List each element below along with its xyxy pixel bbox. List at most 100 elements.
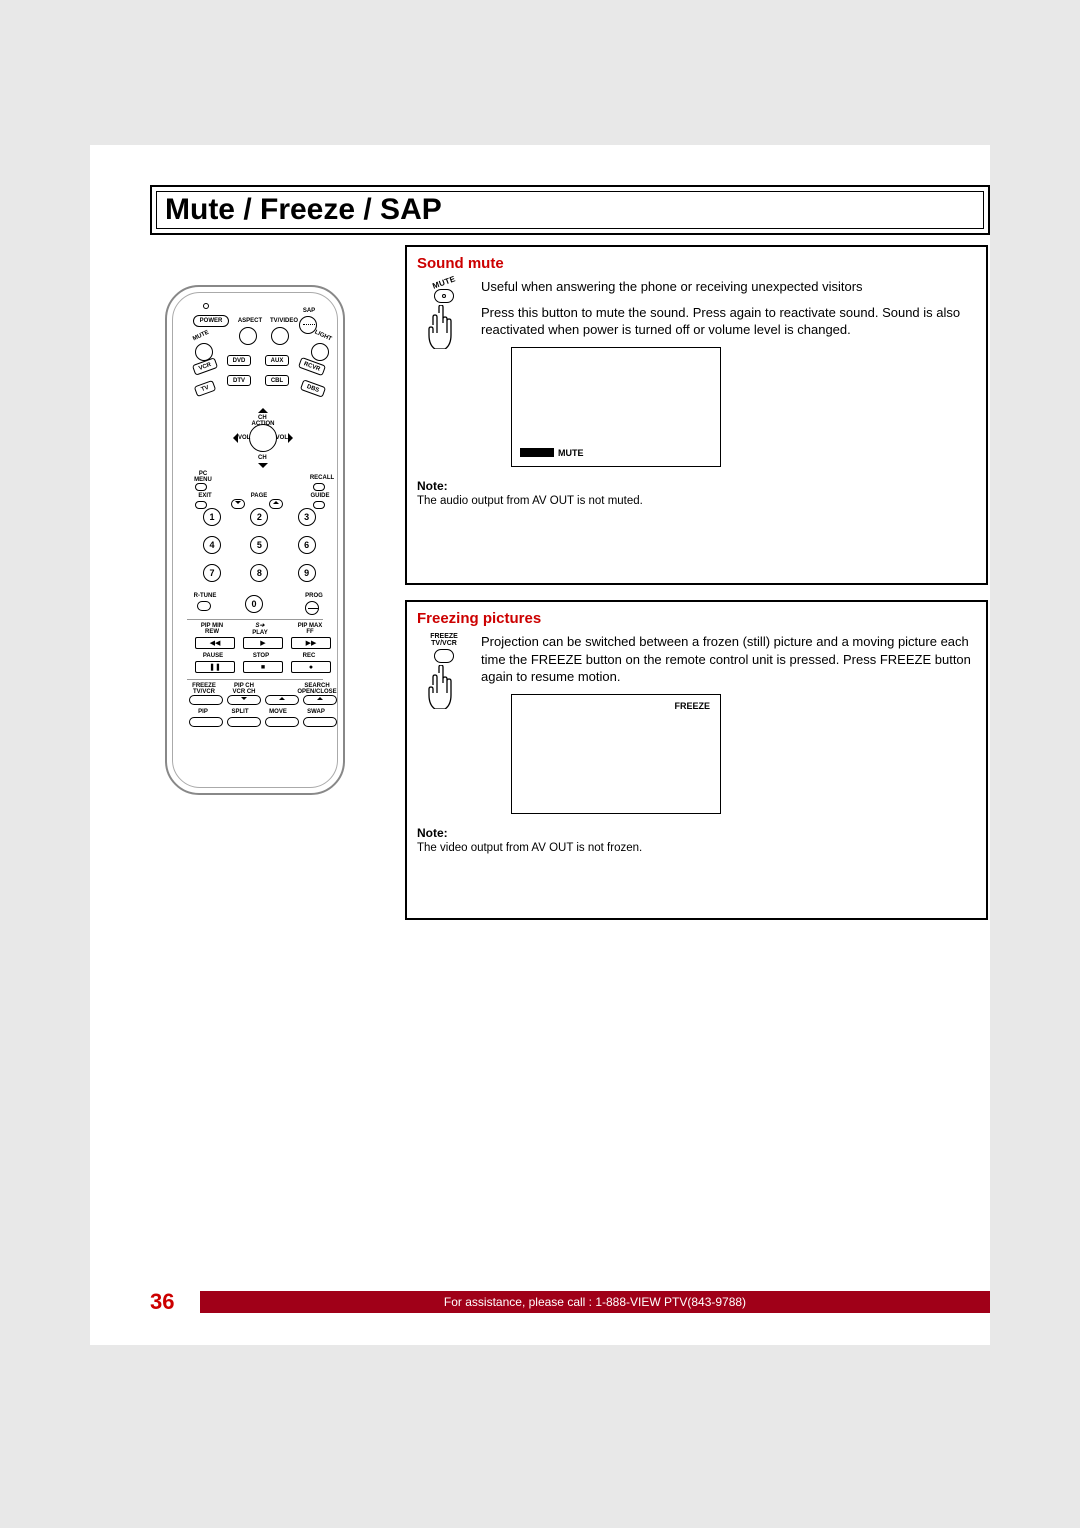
transport-row-1: ◀◀ ▶ ▶▶ [195, 637, 331, 649]
rew-button: ◀◀ [195, 637, 235, 649]
num-7-button: 7 [203, 564, 221, 582]
freeze-screen-mock: FREEZE [511, 694, 721, 814]
action-button [249, 424, 277, 452]
play-label-logo: S➔ [245, 623, 275, 629]
sap-label: SAP [297, 308, 321, 314]
mute-para-2: Press this button to mute the sound. Pre… [481, 304, 976, 339]
page-title-inner: Mute / Freeze / SAP [156, 191, 984, 229]
rec-button: ● [291, 661, 331, 673]
num-3-button: 3 [298, 508, 316, 526]
rtune-button [197, 601, 211, 611]
page-label: PAGE [247, 493, 271, 499]
split-label: SPLIT [227, 709, 253, 715]
light-label: LIGHT [311, 328, 335, 344]
recall-label: RECALL [307, 475, 337, 481]
freeze-button [189, 695, 223, 705]
num-2-button: 2 [250, 508, 268, 526]
tvvideo-label: TV/VIDEO [267, 318, 301, 324]
light-button [311, 343, 329, 361]
freeze-para-1: Projection can be switched between a fro… [481, 633, 976, 686]
swap-button [303, 717, 337, 727]
dbs-button: DBS [300, 379, 326, 398]
aspect-label: ASPECT [233, 318, 267, 324]
manual-page: Mute / Freeze / SAP POWER SAP ASPECT TV/… [90, 145, 990, 1345]
hand-icon [425, 665, 463, 709]
pip-row-2 [189, 717, 337, 727]
pip-button [189, 717, 223, 727]
hand-icon [425, 305, 463, 349]
pause-label: PAUSE [199, 653, 227, 659]
mute-note-label: Note: [417, 479, 976, 493]
footer-bar: For assistance, please call : 1-888-VIEW… [200, 1291, 990, 1313]
pcmenu-label: PC MENU [191, 471, 215, 483]
prog-button [305, 601, 319, 615]
pip-label: PIP [193, 709, 213, 715]
ch-label-bot: CH [258, 455, 267, 461]
num-9-button: 9 [298, 564, 316, 582]
page-number: 36 [150, 1289, 200, 1315]
nav-pad: CH CH VOL VOL ACTION [228, 403, 298, 473]
num-1-button: 1 [203, 508, 221, 526]
mute-label: MUTE [189, 328, 213, 344]
freeze-button-label: FREEZE TV/VCR [430, 633, 458, 647]
power-button: POWER [193, 315, 229, 327]
vol-label-l: VOL [238, 435, 250, 441]
page-title: Mute / Freeze / SAP [165, 193, 442, 227]
tvvideo-button [271, 327, 289, 345]
guide-label: GUIDE [307, 493, 333, 499]
num-5-button: 5 [250, 536, 268, 554]
divider-2 [187, 679, 323, 680]
mute-screen-mock: MUTE [511, 347, 721, 467]
aux-button: AUX [265, 355, 289, 366]
split-button [227, 717, 261, 727]
pipmin-label: PIP MIN REW [195, 623, 229, 635]
recall-button [313, 483, 325, 491]
freeze-screen-text: FREEZE [674, 701, 710, 711]
mute-bar-icon [520, 448, 554, 457]
mute-button-face [434, 289, 454, 303]
freeze-section: Freezing pictures FREEZE TV/VCR Projecti… [405, 600, 988, 920]
freeze-note-text: The video output from AV OUT is not froz… [417, 842, 976, 854]
pip-row-1 [189, 695, 337, 705]
play-label: PLAY [245, 630, 275, 636]
mute-screen-text: MUTE [558, 448, 584, 458]
num-4-button: 4 [203, 536, 221, 554]
exit-label: EXIT [195, 493, 215, 499]
rec-label: REC [299, 653, 319, 659]
freeze-button-face [434, 649, 454, 663]
pipch-label: PIP CH VCR CH [227, 683, 261, 695]
prog-label: PROG [301, 593, 327, 599]
ch-up-icon [258, 403, 268, 413]
number-pad: 1 2 3 4 5 6 7 8 9 [203, 508, 323, 582]
pcmenu-button [195, 483, 207, 491]
freeze-title: Freezing pictures [417, 610, 976, 627]
transport-row-2: ❚❚ ■ ● [195, 661, 331, 673]
stop-button: ■ [243, 661, 283, 673]
mute-para-1: Useful when answering the phone or recei… [481, 278, 976, 296]
freeze-note-label: Note: [417, 826, 976, 840]
remote-inner: POWER SAP ASPECT TV/VIDEO MUTE LIGHT VCR… [172, 292, 338, 788]
ch-down-icon [258, 463, 268, 473]
swap-label: SWAP [303, 709, 329, 715]
power-led-icon [203, 303, 209, 309]
pause-button: ❚❚ [195, 661, 235, 673]
mute-note-text: The audio output from AV OUT is not mute… [417, 495, 976, 507]
freeze-label: FREEZE TV/VCR [187, 683, 221, 695]
aspect-button [239, 327, 257, 345]
pipch-up-button [265, 695, 299, 705]
page-footer: 36 For assistance, please call : 1-888-V… [150, 1289, 990, 1315]
move-button [265, 717, 299, 727]
tv-button: TV [194, 380, 217, 397]
page-title-frame: Mute / Freeze / SAP [150, 185, 990, 235]
dvd-button: DVD [227, 355, 251, 366]
stop-label: STOP [249, 653, 273, 659]
num-8-button: 8 [250, 564, 268, 582]
sound-mute-title: Sound mute [417, 255, 976, 272]
vol-label-r: VOL [276, 435, 288, 441]
vcr-button: VCR [192, 357, 218, 376]
move-label: MOVE [265, 709, 291, 715]
rtune-label: R-TUNE [191, 593, 219, 599]
pipmax-label: PIP MAX FF [293, 623, 327, 635]
divider-1 [187, 619, 323, 620]
sound-mute-section: Sound mute MUTE Useful when answering th… [405, 245, 988, 585]
